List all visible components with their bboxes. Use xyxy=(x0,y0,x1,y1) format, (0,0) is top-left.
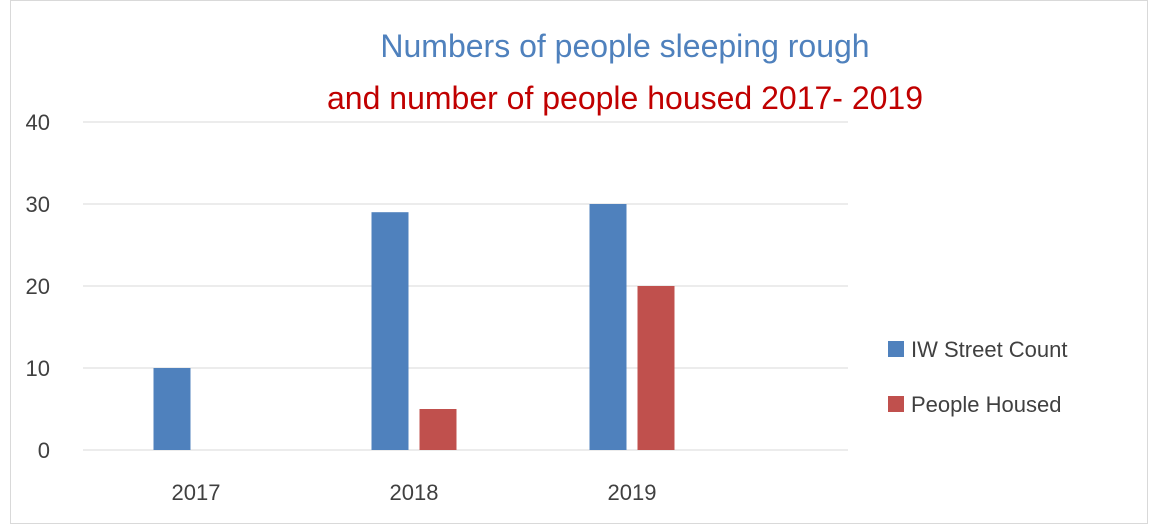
legend-label: IW Street Count xyxy=(911,337,1068,362)
chart-frame xyxy=(10,0,1148,524)
x-tick-label: 2018 xyxy=(390,480,439,505)
x-tick-label: 2019 xyxy=(608,480,657,505)
y-tick-label: 10 xyxy=(26,356,50,381)
bar-people-housed-2018 xyxy=(419,409,457,450)
legend-label: People Housed xyxy=(911,392,1061,417)
chart-subtitle: and number of people housed 2017- 2019 xyxy=(327,80,923,116)
y-tick-label: 30 xyxy=(26,192,50,217)
legend: IW Street Count People Housed xyxy=(888,337,1068,417)
legend-swatch xyxy=(888,341,904,357)
legend-swatch xyxy=(888,396,904,412)
bar-iw-street-count-2019 xyxy=(589,204,627,450)
y-tick-label: 20 xyxy=(26,274,50,299)
bars xyxy=(153,204,675,450)
chart-title: Numbers of people sleeping rough xyxy=(380,28,869,64)
y-tick-label: 40 xyxy=(26,110,50,135)
grid-lines xyxy=(83,121,848,451)
x-tick-label: 2017 xyxy=(172,480,221,505)
x-axis-ticks: 2017 2018 2019 xyxy=(172,480,657,505)
bar-people-housed-2019 xyxy=(637,286,675,450)
y-axis-ticks: 0 10 20 30 40 xyxy=(26,110,50,463)
bar-iw-street-count-2018 xyxy=(371,212,409,450)
y-tick-label: 0 xyxy=(38,438,50,463)
bar-iw-street-count-2017 xyxy=(153,368,191,450)
